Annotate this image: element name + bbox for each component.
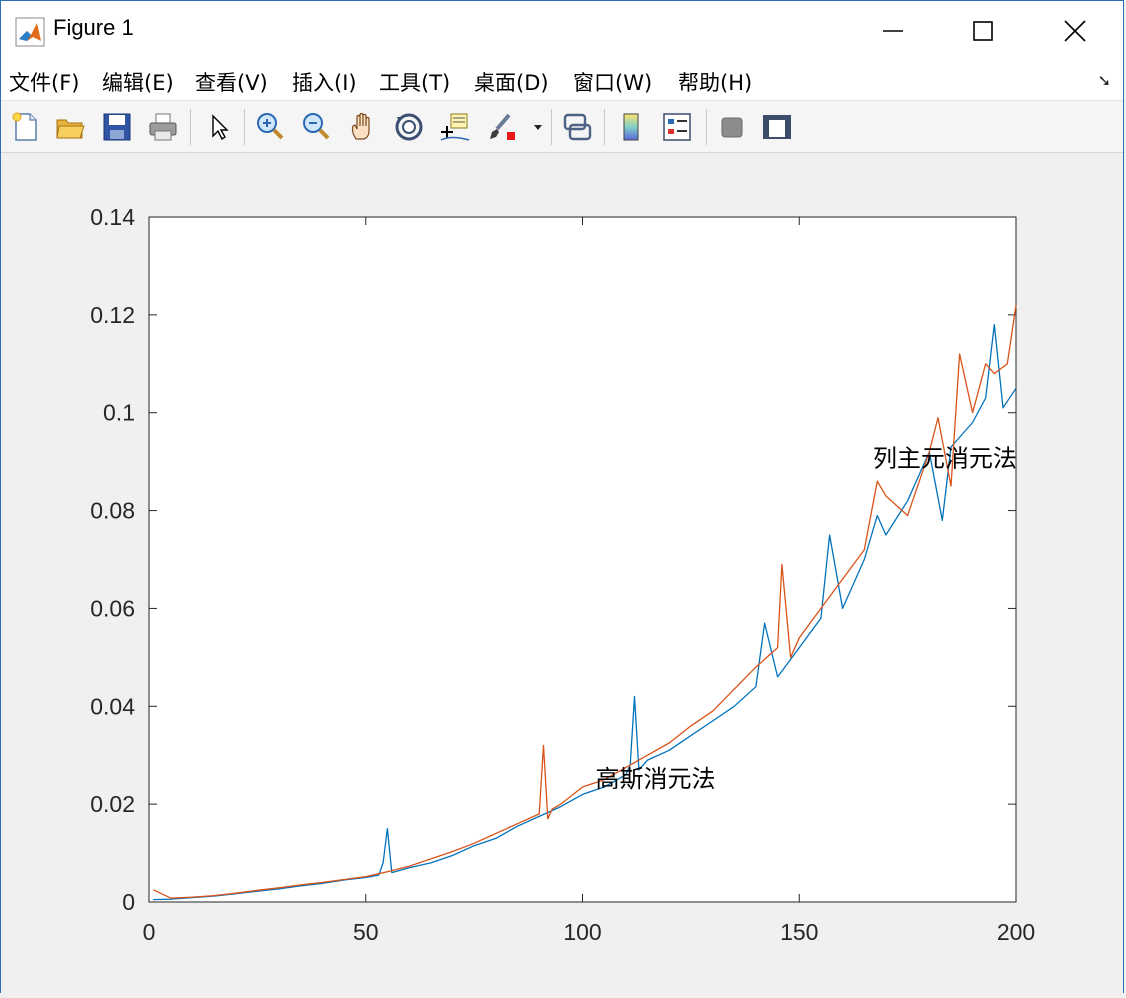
link-plot-icon xyxy=(563,113,592,141)
pan-button[interactable] xyxy=(345,109,381,145)
minimize-button[interactable] xyxy=(847,1,939,61)
x-tick-label: 150 xyxy=(780,919,818,945)
x-tick-label: 200 xyxy=(997,919,1035,945)
x-tick-label: 50 xyxy=(353,919,379,945)
annotation-label: 高斯消元法 xyxy=(596,766,716,793)
toolbar-separator xyxy=(190,109,191,145)
link-plot-button[interactable] xyxy=(559,109,595,145)
y-tick-label: 0.08 xyxy=(90,498,135,524)
menu-file[interactable]: 文件(F) xyxy=(9,71,80,95)
close-button[interactable] xyxy=(1029,1,1121,61)
dock-arrow-icon[interactable]: ➘ xyxy=(1097,71,1111,90)
y-tick-label: 0 xyxy=(122,889,135,915)
y-tick-label: 0.12 xyxy=(90,302,135,328)
legend-icon xyxy=(663,113,691,141)
rotate-3d-button[interactable] xyxy=(391,109,427,145)
data-cursor-button[interactable] xyxy=(437,109,473,145)
save-button[interactable] xyxy=(99,109,135,145)
toolbar xyxy=(1,101,1123,153)
toolbar-separator xyxy=(244,109,245,145)
close-icon xyxy=(1064,20,1086,42)
pan-hand-icon xyxy=(351,112,370,140)
save-icon xyxy=(103,113,131,141)
brush-icon xyxy=(490,113,515,140)
zoom-out-button[interactable] xyxy=(298,109,334,145)
toolbar-separator xyxy=(706,109,707,145)
toolbar-separator xyxy=(551,109,552,145)
maximize-icon xyxy=(973,21,993,41)
plot-area xyxy=(148,216,1017,903)
y-tick-label: 0.02 xyxy=(90,791,135,817)
x-tick-label: 0 xyxy=(143,919,156,945)
zoom-out-icon xyxy=(303,113,330,140)
open-file-button[interactable] xyxy=(52,109,88,145)
menu-tools[interactable]: 工具(T) xyxy=(379,71,451,95)
x-tick-label: 100 xyxy=(563,919,601,945)
brush-dropdown-icon xyxy=(534,125,542,130)
menu-window[interactable]: 窗口(W) xyxy=(573,71,653,95)
y-tick-label: 0.04 xyxy=(90,693,135,719)
menu-edit[interactable]: 编辑(E) xyxy=(102,71,174,95)
axis-ticks: 0 50 100 150 200 0 0.02 0.04 0.06 0.08 0.1 0.12 0.14 xyxy=(90,204,1035,945)
zoom-in-icon xyxy=(257,113,284,140)
line-chart[interactable]: 0 50 100 150 200 0 0.02 0.04 0.06 0.08 0.1 0.12 0.14… xyxy=(1,153,1125,994)
show-plot-tools-icon xyxy=(763,115,791,139)
toolbar-separator xyxy=(604,109,605,145)
minimize-icon xyxy=(883,30,903,32)
data-series xyxy=(153,305,1017,901)
data-cursor-icon xyxy=(440,113,470,141)
y-tick-label: 0.14 xyxy=(90,204,135,230)
select-button[interactable] xyxy=(201,109,237,145)
open-file-icon xyxy=(56,119,85,139)
hide-plot-tools-icon xyxy=(721,117,743,138)
menu-insert[interactable]: 插入(I) xyxy=(292,71,357,95)
figure-canvas[interactable]: 0 50 100 150 200 0 0.02 0.04 0.06 0.08 0.1 0.12 0.14… xyxy=(1,153,1123,994)
hide-plot-tools-button[interactable] xyxy=(714,109,750,145)
menu-help[interactable]: 帮助(H) xyxy=(678,71,753,95)
menu-desktop[interactable]: 桌面(D) xyxy=(474,71,549,95)
zoom-in-button[interactable] xyxy=(252,109,288,145)
menu-bar: 文件(F) 编辑(E) 查看(V) 插入(I) 工具(T) 桌面(D) 窗口(W… xyxy=(1,61,1123,101)
y-tick-label: 0.1 xyxy=(103,400,135,426)
window-title: Figure 1 xyxy=(53,15,134,40)
colorbar-button[interactable] xyxy=(613,109,649,145)
new-figure-icon xyxy=(12,112,37,141)
show-plot-tools-button[interactable] xyxy=(759,109,795,145)
series-line-1[interactable] xyxy=(153,305,1017,899)
print-icon xyxy=(149,113,177,141)
print-button[interactable] xyxy=(145,109,181,145)
select-arrow-icon xyxy=(212,114,229,141)
y-tick-label: 0.06 xyxy=(90,595,135,621)
title-bar[interactable]: Figure 1 xyxy=(1,1,1123,61)
new-figure-button[interactable] xyxy=(7,109,43,145)
brush-button[interactable] xyxy=(483,109,519,145)
maximize-button[interactable] xyxy=(937,1,1029,61)
rotate-3d-icon xyxy=(395,113,423,141)
matlab-logo-icon xyxy=(15,17,45,47)
legend-button[interactable] xyxy=(659,109,695,145)
colorbar-icon xyxy=(623,113,639,141)
menu-view[interactable]: 查看(V) xyxy=(195,71,268,95)
annotation-label: 列主元消元法 xyxy=(873,446,1017,473)
brush-dropdown-button[interactable] xyxy=(523,109,553,145)
